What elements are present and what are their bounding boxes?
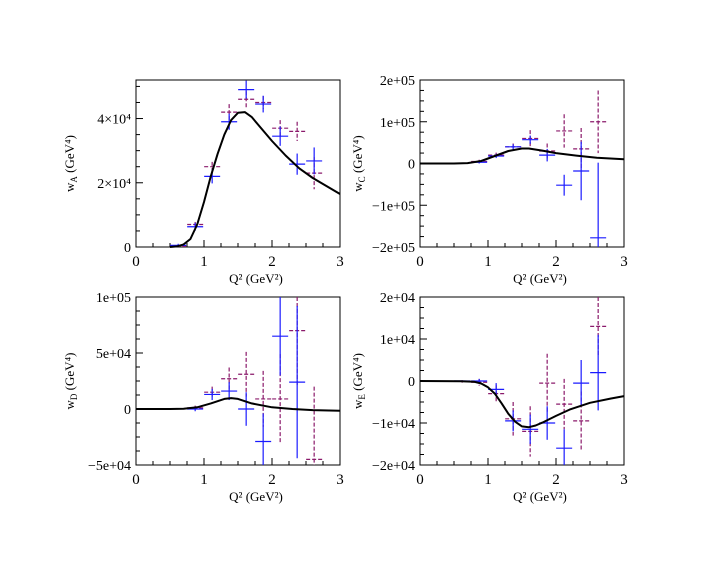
wa-x-tick-label: 0 bbox=[132, 254, 140, 270]
wa-model-curve bbox=[169, 111, 341, 248]
wd-y-axis-label-sub: D bbox=[69, 393, 79, 400]
wa-y-axis-label-main: w bbox=[62, 182, 77, 192]
wa-y-axis-label-sub: A bbox=[69, 176, 79, 183]
wc-panel: 0 1 2 3 −2e+05 −1e+05 0 1e+05 2e+05 Q² (GeV²) wC (… bbox=[350, 74, 628, 286]
we-y-axis-label-main: w bbox=[350, 399, 365, 409]
wd-x-tick-label: 2 bbox=[268, 472, 276, 488]
wa-x-tick-label: 2 bbox=[268, 254, 276, 270]
wa-x-tick-label: 3 bbox=[336, 254, 344, 270]
wc-y-tick-label: 2e+05 bbox=[380, 74, 415, 89]
we-x-tick-label: 2 bbox=[552, 472, 560, 488]
wa-y-tick-label: 2×10⁴ bbox=[97, 177, 131, 192]
wa-y-tick-label: 4×10⁴ bbox=[97, 113, 131, 128]
wa-plot-frame bbox=[135, 79, 341, 248]
wa-x-tick-label: 1 bbox=[200, 254, 208, 270]
wc-x-tick-label: 2 bbox=[552, 254, 560, 270]
wc-y-tick-label: 0 bbox=[408, 158, 415, 173]
wc-y-axis-label: wC (GeV⁴) bbox=[350, 135, 367, 191]
we-y-axis-label: wE (GeV⁴) bbox=[350, 353, 367, 409]
wd-y-axis-label: wD (GeV⁴) bbox=[62, 353, 79, 410]
wa-y-axis-label-unit: (GeV⁴) bbox=[62, 135, 77, 176]
wc-y-axis-label-sub: C bbox=[357, 176, 367, 182]
we-y-axis-label-sub: E bbox=[357, 394, 367, 400]
wd-plot-frame bbox=[135, 296, 341, 466]
wd-model-curve bbox=[136, 397, 341, 412]
we-y-tick-label: 0 bbox=[408, 375, 415, 390]
wc-y-tick-label: 1e+05 bbox=[380, 116, 415, 131]
wd-y-tick-label: 0 bbox=[124, 403, 131, 418]
wc-y-tick-label: −1e+05 bbox=[372, 199, 415, 214]
wc-x-tick-label: 3 bbox=[620, 254, 628, 270]
wd-x-tick-label: 3 bbox=[336, 472, 344, 488]
we-y-tick-label: 1e+04 bbox=[380, 333, 415, 348]
wd-x-tick-label: 0 bbox=[132, 472, 140, 488]
we-x-tick-label: 3 bbox=[620, 472, 628, 488]
wc-y-axis-label-main: w bbox=[350, 182, 365, 192]
we-panel: 0 1 2 3 −2e+04 −1e+04 0 1e+04 2e+04 Q² (GeV²) wE (… bbox=[350, 291, 628, 504]
wd-x-tick-label: 1 bbox=[200, 472, 208, 488]
wc-y-axis-label-unit: (GeV⁴) bbox=[350, 135, 365, 176]
we-y-tick-label: −2e+04 bbox=[372, 459, 415, 474]
wc-y-tick-label: −2e+05 bbox=[372, 241, 415, 256]
we-model-curve bbox=[419, 380, 625, 429]
wc-x-tick-label: 1 bbox=[484, 254, 492, 270]
wd-y-axis-label-unit: (GeV⁴) bbox=[62, 353, 77, 394]
wa-panel: 0 1 2 3 0 2×10⁴ 4×10⁴ Q² (GeV²) wA (GeV⁴) bbox=[62, 79, 344, 286]
we-x-tick-label: 1 bbox=[484, 472, 492, 488]
wd-y-axis-label-main: w bbox=[62, 399, 77, 409]
wd-y-tick-label: 5e+04 bbox=[96, 347, 131, 362]
we-y-tick-label: 2e+04 bbox=[380, 291, 415, 306]
wc-model-curve bbox=[420, 147, 625, 165]
wd-y-tick-label: 1e+05 bbox=[96, 291, 131, 306]
wc-x-tick-label: 0 bbox=[416, 254, 424, 270]
wc-x-axis-label: Q² (GeV²) bbox=[513, 271, 567, 286]
wd-x-axis-label: Q² (GeV²) bbox=[229, 489, 283, 504]
wa-x-axis-label: Q² (GeV²) bbox=[229, 271, 283, 286]
we-y-tick-label: −1e+04 bbox=[372, 417, 415, 432]
wa-y-axis-label: wA (GeV⁴) bbox=[62, 135, 79, 192]
wa-y-tick-label: 0 bbox=[124, 241, 131, 256]
we-x-tick-label: 0 bbox=[416, 472, 424, 488]
wd-y-tick-label: −5e+04 bbox=[88, 459, 131, 474]
we-x-axis-label: Q² (GeV²) bbox=[513, 489, 567, 504]
we-y-axis-label-unit: (GeV⁴) bbox=[350, 353, 365, 394]
